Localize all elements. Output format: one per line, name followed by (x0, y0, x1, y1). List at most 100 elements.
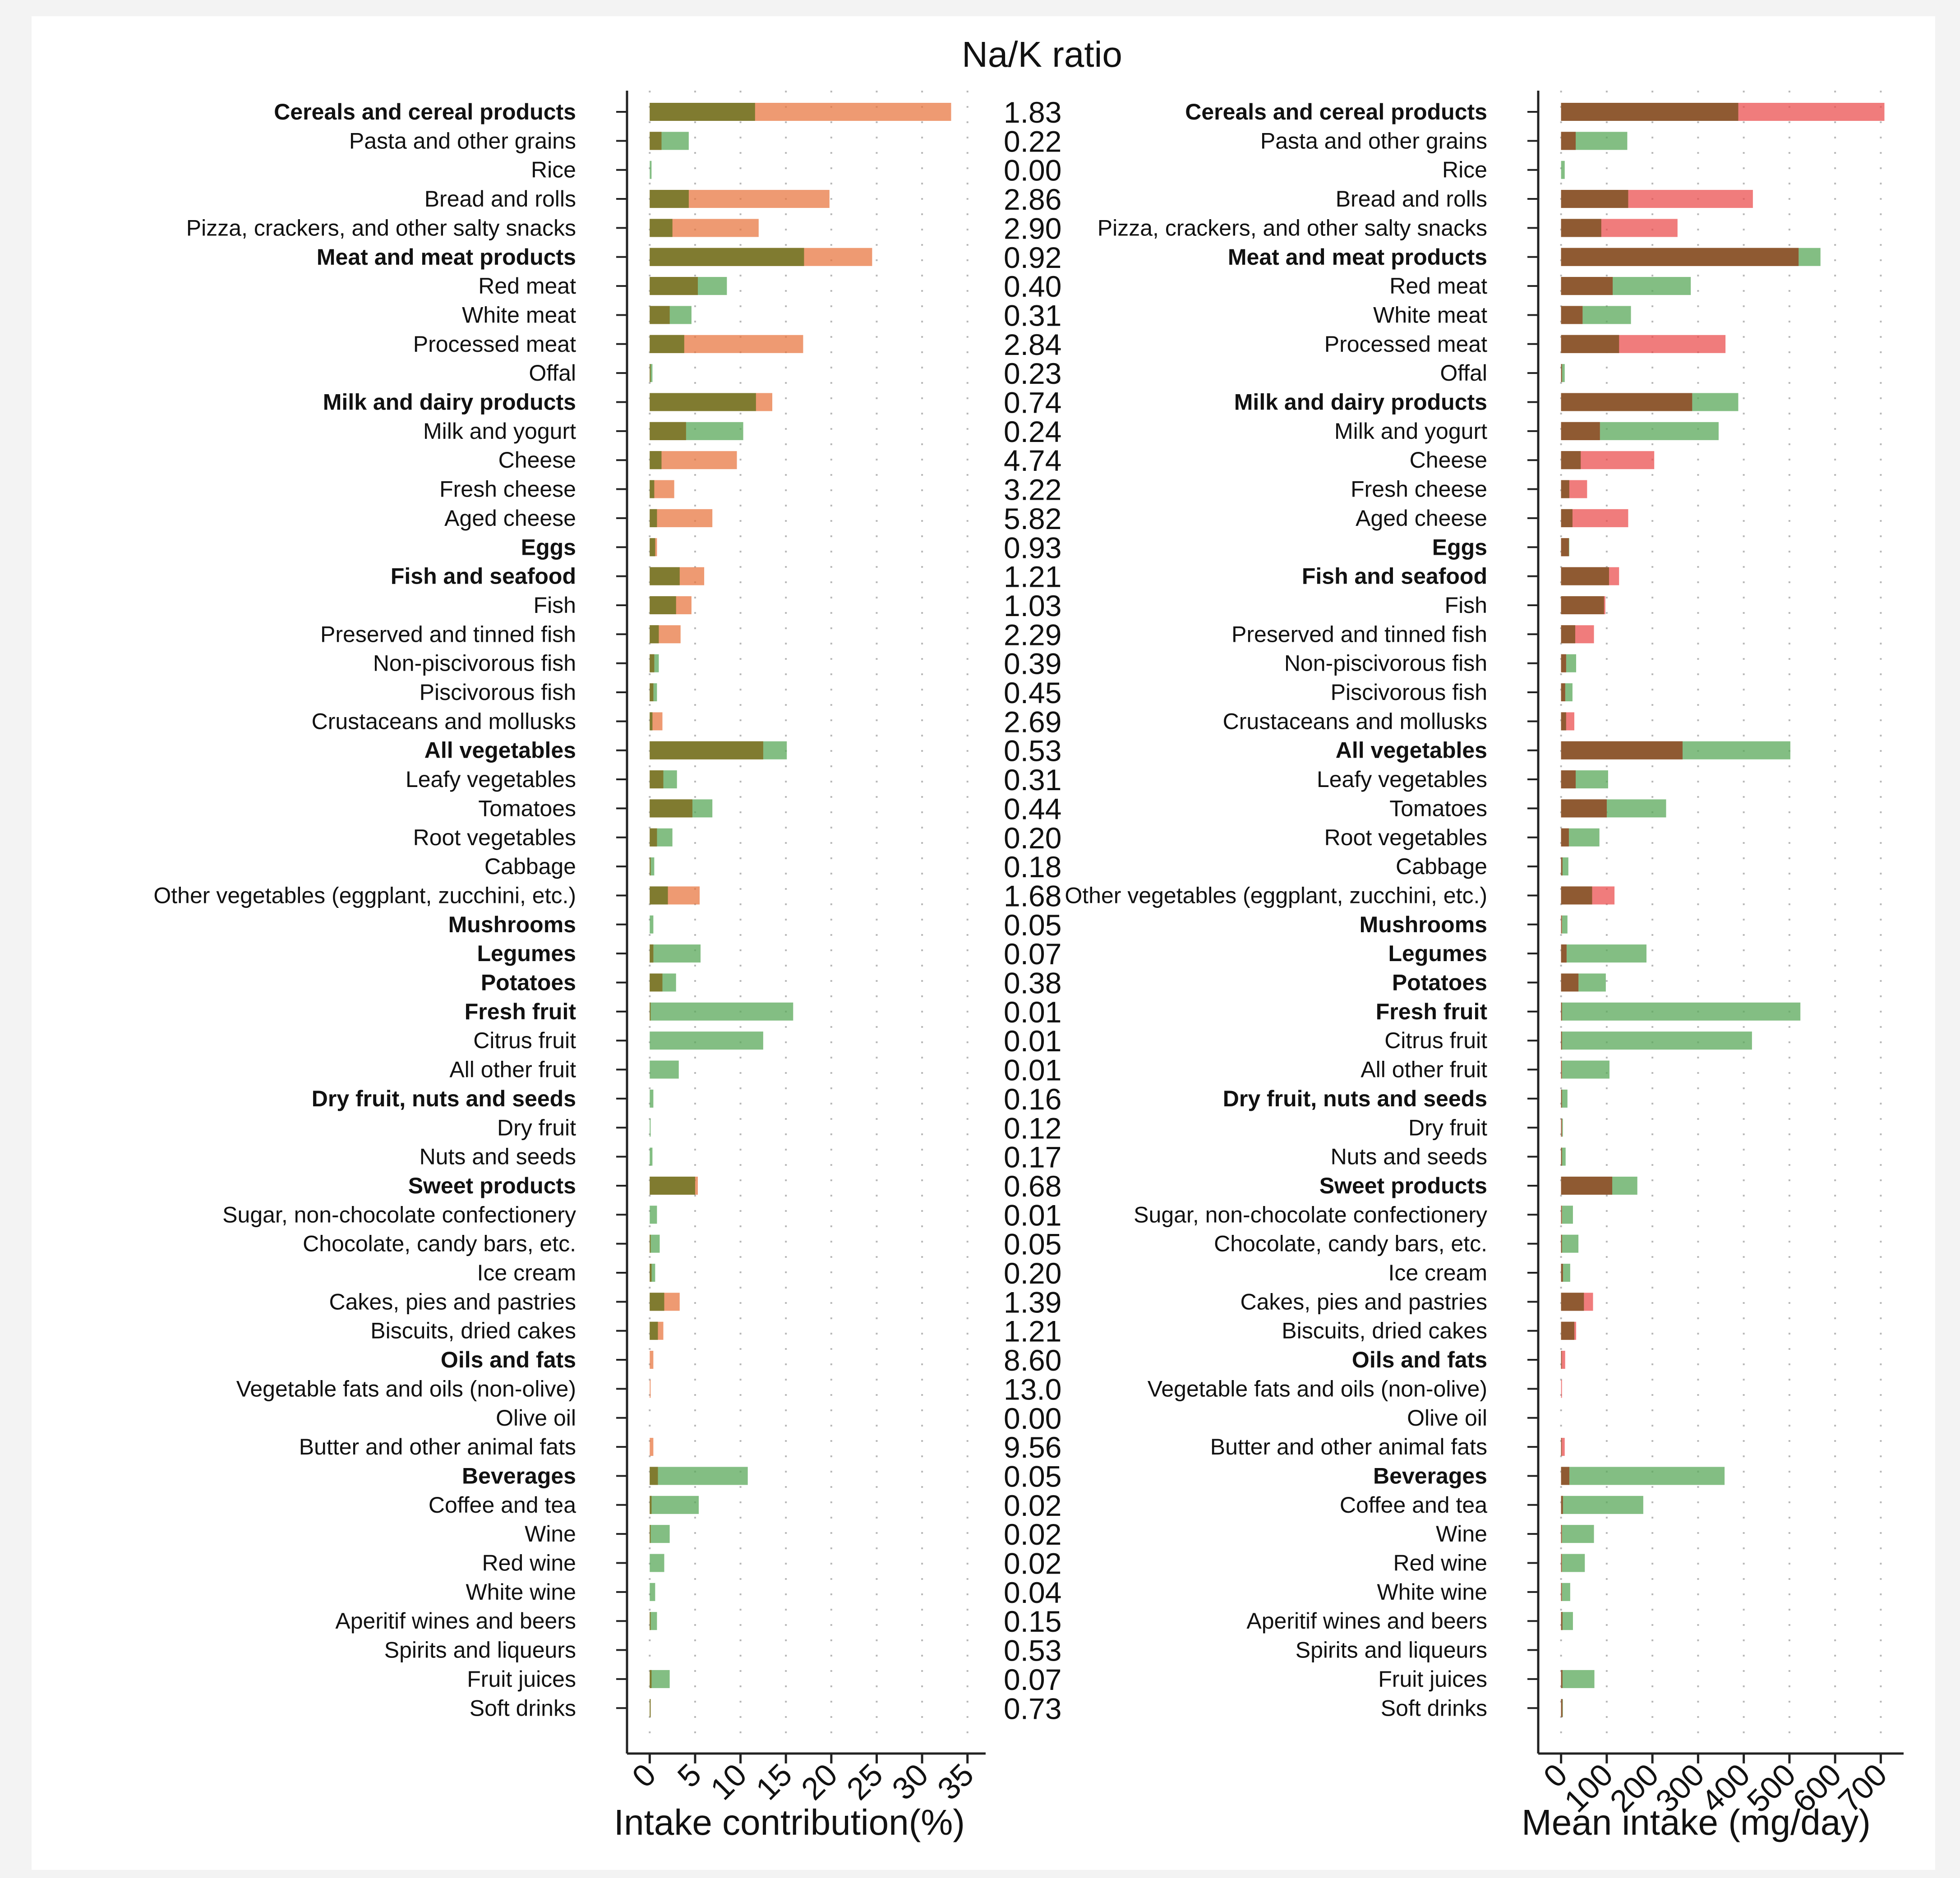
right-category-label: Pasta and other grains (1260, 128, 1487, 153)
na-k-ratio-value: 0.15 (1004, 1605, 1061, 1638)
right-bar-potassium (1561, 1525, 1594, 1543)
right-bar-overlap (1561, 567, 1609, 585)
right-bar-overlap (1561, 1321, 1574, 1340)
left-category-label: Pizza, crackers, and other salty snacks (186, 215, 576, 240)
left-bar-overlap (650, 1264, 652, 1282)
na-k-ratio-value: 0.31 (1004, 763, 1061, 796)
right-category-label: Aged cheese (1356, 506, 1487, 531)
right-category-label: Eggs (1432, 534, 1487, 560)
right-category-label: Dry fruit, nuts and seeds (1223, 1086, 1487, 1111)
left-category-label: Fruit juices (467, 1666, 576, 1692)
na-k-ratio-value: 9.56 (1004, 1431, 1061, 1464)
left-category-label: Red meat (478, 273, 576, 299)
left-bar-overlap (650, 132, 662, 150)
left-bar-sodium (650, 1438, 654, 1456)
right-bar-overlap (1561, 219, 1601, 237)
left-bar-overlap (650, 190, 689, 208)
right-category-label: Leafy vegetables (1317, 767, 1487, 792)
na-k-ratio-value: 0.07 (1004, 937, 1061, 971)
right-bar-sodium (1561, 1380, 1562, 1398)
right-category-label: White wine (1377, 1579, 1487, 1605)
right-category-label: Fruit juices (1378, 1666, 1487, 1692)
left-bar-potassium (650, 1089, 654, 1108)
right-bar-potassium (1561, 1002, 1801, 1021)
left-category-label: Offal (529, 360, 576, 386)
left-category-label: Potatoes (481, 970, 576, 995)
left-bar-overlap (650, 683, 654, 701)
left-bar-overlap (650, 393, 756, 411)
na-k-ratio-value: 0.68 (1004, 1169, 1061, 1203)
left-bar-overlap (650, 1467, 658, 1485)
na-k-ratio-value: 13.0 (1004, 1372, 1061, 1406)
right-category-label: Beverages (1373, 1463, 1487, 1488)
left-category-label: Mushrooms (448, 912, 576, 937)
left-bar-potassium (650, 1031, 763, 1050)
right-bar-overlap (1561, 306, 1583, 324)
left-bar-overlap (650, 799, 692, 818)
left-category-label: Processed meat (413, 331, 576, 357)
right-bar-overlap (1561, 1496, 1563, 1514)
na-k-ratio-value: 0.74 (1004, 386, 1061, 419)
left-bar-overlap (650, 625, 659, 644)
right-category-label: Other vegetables (eggplant, zucchini, et… (1065, 883, 1487, 908)
right-bar-potassium (1561, 1206, 1573, 1224)
na-k-ratio-value: 2.84 (1004, 328, 1061, 361)
left-bar-potassium (650, 1206, 657, 1224)
na-k-ratio-value: 0.05 (1004, 1459, 1061, 1493)
na-k-ratio-value: 0.05 (1004, 908, 1061, 942)
left-bar-potassium (650, 1496, 699, 1514)
right-bar-potassium (1561, 915, 1568, 934)
left-category-label: Non-piscivorous fish (373, 651, 576, 676)
left-bar-overlap (650, 1176, 695, 1195)
left-bar-overlap (650, 1496, 652, 1514)
right-bar-overlap (1561, 1467, 1569, 1485)
left-bar-overlap (650, 973, 663, 992)
right-bar-sodium (1561, 1438, 1565, 1456)
left-category-label: Legumes (477, 941, 576, 966)
na-k-ratio-value: 0.17 (1004, 1141, 1061, 1174)
left-x-tick-label: 25 (840, 1757, 890, 1806)
right-bar-potassium (1561, 161, 1565, 179)
na-k-ratio-value: 0.24 (1004, 415, 1061, 448)
right-category-label: Cakes, pies and pastries (1240, 1289, 1487, 1314)
left-category-label: Citrus fruit (473, 1028, 576, 1053)
left-bar-overlap (650, 277, 698, 295)
na-k-ratio-value: 2.86 (1004, 183, 1061, 216)
left-category-label: Oils and fats (441, 1347, 576, 1372)
left-x-axis-label: Intake contribution(%) (614, 1802, 965, 1842)
right-bar-sodium (1561, 1351, 1565, 1369)
left-bar-overlap (650, 1321, 658, 1340)
right-bar-overlap (1561, 132, 1576, 150)
right-category-label: Red wine (1393, 1551, 1487, 1576)
axes-layer (616, 91, 1904, 1763)
right-category-label: Vegetable fats and oils (non-olive) (1148, 1376, 1487, 1401)
right-category-label: Non-piscivorous fish (1284, 651, 1487, 676)
left-category-label: Sugar, non-chocolate confectionery (222, 1202, 576, 1227)
na-k-ratio-value: 0.02 (1004, 1547, 1061, 1580)
left-category-label: Preserved and tinned fish (320, 621, 576, 647)
left-bar-overlap (650, 1293, 664, 1311)
right-bar-overlap (1561, 190, 1628, 208)
right-category-label: Fresh cheese (1351, 477, 1487, 502)
left-bar-potassium (650, 161, 652, 179)
na-k-ratio-value: 0.01 (1004, 1198, 1061, 1232)
right-bar-overlap (1561, 451, 1581, 470)
right-category-label: Processed meat (1324, 331, 1487, 357)
na-k-ratio-value: 0.31 (1004, 299, 1061, 332)
right-bar-overlap (1561, 1612, 1563, 1630)
right-bar-overlap (1561, 683, 1565, 701)
right-bar-potassium (1561, 1089, 1568, 1108)
na-k-ratio-value: 0.38 (1004, 967, 1061, 1000)
left-category-label: Coffee and tea (429, 1492, 576, 1518)
right-category-label: Chocolate, candy bars, etc. (1214, 1231, 1487, 1257)
right-bar-overlap (1561, 509, 1573, 527)
left-category-label: Chocolate, candy bars, etc. (303, 1231, 576, 1257)
right-bar-overlap (1561, 248, 1799, 266)
right-bar-potassium (1561, 1612, 1573, 1630)
right-category-label: Spirits and liqueurs (1296, 1638, 1487, 1663)
na-k-ratio-value: 0.44 (1004, 792, 1061, 825)
left-category-label: Soft drinks (470, 1695, 576, 1721)
right-category-label: Sweet products (1319, 1173, 1487, 1198)
